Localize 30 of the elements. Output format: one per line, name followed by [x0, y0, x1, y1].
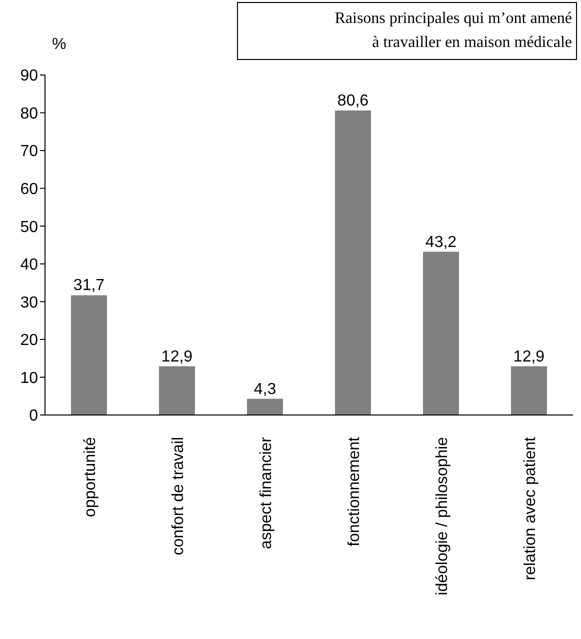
y-tick-label: 0: [29, 408, 38, 425]
x-tick-label: relation avec patient: [522, 436, 539, 580]
bar: [159, 366, 195, 415]
x-tick-label: opportunité: [82, 436, 99, 518]
bar: [71, 295, 107, 415]
y-tick-label: 60: [20, 181, 38, 198]
y-tick-label: 50: [20, 218, 38, 236]
bar: [335, 110, 371, 415]
y-tick-label: 70: [20, 143, 38, 160]
y-tick-label: 40: [20, 256, 38, 274]
x-tick-label: fonctionnement: [346, 436, 363, 546]
data-label: 43,2: [425, 234, 457, 251]
y-tick-label: 90: [20, 68, 38, 85]
data-label: 12,9: [513, 348, 545, 366]
data-label: 80,6: [337, 92, 369, 110]
y-axis-title: %: [52, 36, 66, 54]
bar: [247, 398, 283, 415]
chart-title: Raisons principales qui m’ont amené à travailler en maison médicale: [237, 2, 577, 60]
y-tick-label: 30: [20, 294, 38, 312]
data-label: 12,9: [161, 348, 193, 366]
y-tick-label: 80: [20, 105, 38, 122]
data-label: 4,3: [254, 380, 276, 398]
x-tick-label: idéologie / philosophie: [434, 436, 451, 596]
bar: [423, 252, 459, 415]
y-tick-label: 20: [20, 332, 38, 350]
y-tick-label: 10: [20, 370, 38, 387]
data-label: 31,7: [73, 277, 105, 294]
bar: [511, 366, 547, 415]
x-tick-label: confort de travail: [170, 437, 187, 556]
x-tick-label: aspect financier: [258, 436, 275, 550]
